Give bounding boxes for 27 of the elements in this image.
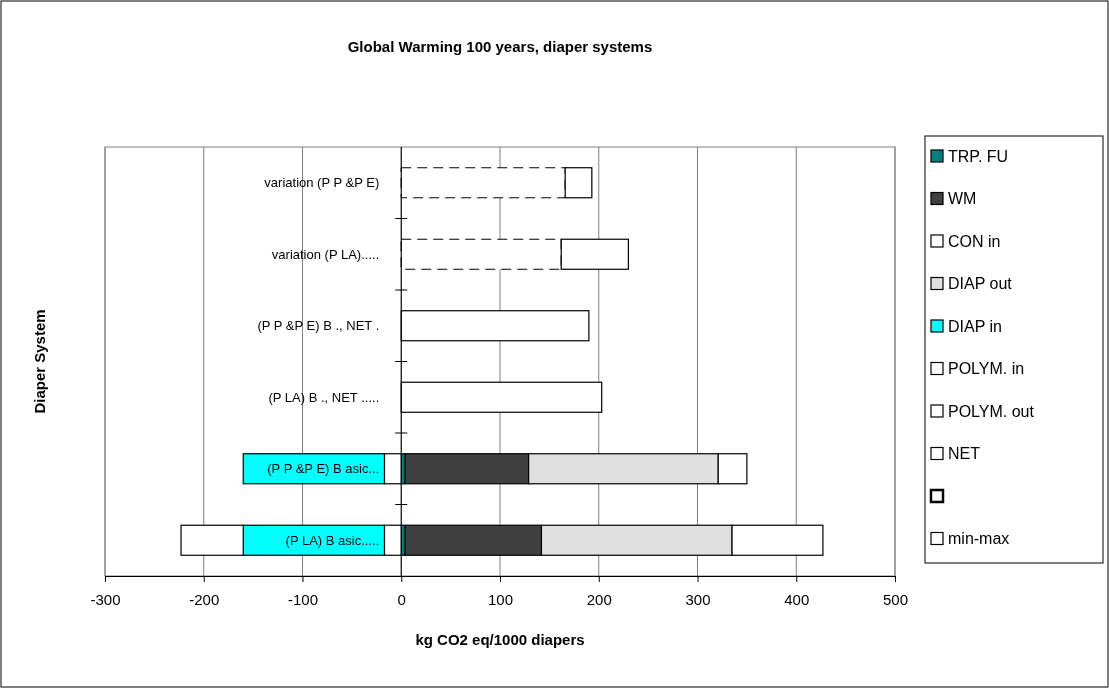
y-tick-label: (P LA) B asic..... xyxy=(285,532,380,548)
x-tick-label: -200 xyxy=(189,590,220,608)
x-tick-label: 300 xyxy=(685,590,711,608)
x-tick-label: 400 xyxy=(784,590,810,608)
legend-label: min-max xyxy=(948,530,1010,548)
chart-title: Global Warming 100 years, diaper systems xyxy=(347,38,653,55)
y-tick-label: variation (P LA)..... xyxy=(271,246,380,262)
y-tick-label: (P P &P E) B asic... xyxy=(267,461,380,477)
legend-label: DIAP in xyxy=(948,317,1002,335)
legend-label: TRP. FU xyxy=(948,147,1009,165)
x-tick-label: 200 xyxy=(586,590,612,608)
y-axis-title: Diaper System xyxy=(31,309,48,414)
legend-label: POLYM. out xyxy=(948,402,1035,420)
x-tick-label: 100 xyxy=(487,590,514,608)
x-tick-label: 500 xyxy=(882,590,909,608)
x-axis-title: kg CO2 eq/1000 diapers xyxy=(415,631,585,648)
legend-label: CON in xyxy=(948,232,1001,250)
x-tick-label: -100 xyxy=(287,590,319,608)
y-tick-label: (P LA) B ., NET ..... xyxy=(268,389,380,405)
legend-label: WM xyxy=(948,190,977,208)
y-tick-label: (P P &P E) B ., NET . xyxy=(257,318,380,334)
legend-label: POLYM. in xyxy=(948,360,1025,378)
y-tick-label: variation (P P &P E) xyxy=(264,175,380,191)
legend-label: DIAP out xyxy=(948,275,1013,293)
x-tick-label: 0 xyxy=(397,590,406,608)
legend-label: NET xyxy=(948,445,981,463)
x-tick-label: -300 xyxy=(90,590,121,608)
